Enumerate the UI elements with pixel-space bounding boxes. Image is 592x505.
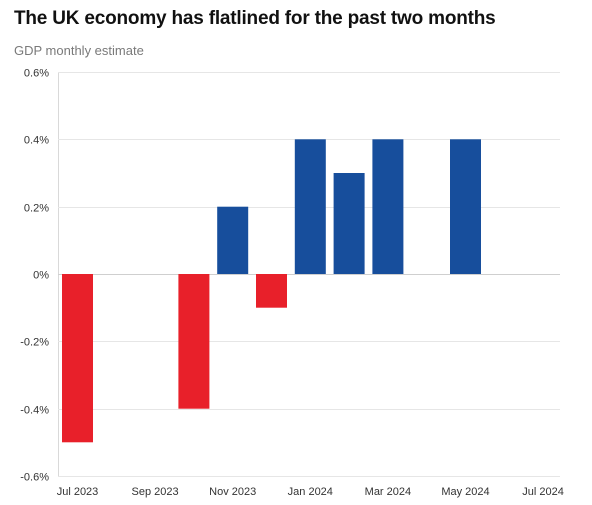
grid-lines xyxy=(58,72,560,477)
chart-subtitle: GDP monthly estimate xyxy=(14,43,144,58)
x-tick-label: Mar 2024 xyxy=(365,486,411,498)
x-tick-label: Sep 2023 xyxy=(132,486,179,498)
bar-oct-2023 xyxy=(178,274,210,409)
y-tick-label: -0.4% xyxy=(20,405,49,417)
y-tick-label: 0.6% xyxy=(24,68,49,80)
x-tick-label: Jul 2024 xyxy=(522,486,564,498)
y-tick-label: 0.4% xyxy=(24,135,49,147)
y-tick-label: 0.2% xyxy=(24,203,49,215)
bars xyxy=(62,139,481,443)
y-tick-label: 0% xyxy=(33,270,49,282)
bar-nov-2023 xyxy=(217,206,249,274)
chart-title: The UK economy has flatlined for the pas… xyxy=(14,8,496,29)
y-tick-label: -0.2% xyxy=(20,337,49,349)
bar-jul-2023 xyxy=(62,274,93,443)
x-tick-label: Nov 2023 xyxy=(209,486,256,498)
x-axis-ticks: Jul 2023 Sep 2023 Nov 2023 Jan 2024 Mar 2024… xyxy=(57,486,564,498)
bar-dec-2023 xyxy=(256,274,287,308)
x-tick-label: Jul 2023 xyxy=(57,486,99,498)
x-tick-label: May 2024 xyxy=(441,486,489,498)
x-tick-label: Jan 2024 xyxy=(288,486,333,498)
bar-may-2024 xyxy=(450,139,481,274)
bar-mar-2024 xyxy=(372,139,404,274)
bar-jan-2024 xyxy=(294,139,326,274)
bar-feb-2024 xyxy=(333,173,365,274)
y-axis-ticks: 0.6% 0.4% 0.2% 0% -0.2% -0.4% -0.6% xyxy=(20,68,49,484)
y-tick-label: -0.6% xyxy=(20,472,49,484)
